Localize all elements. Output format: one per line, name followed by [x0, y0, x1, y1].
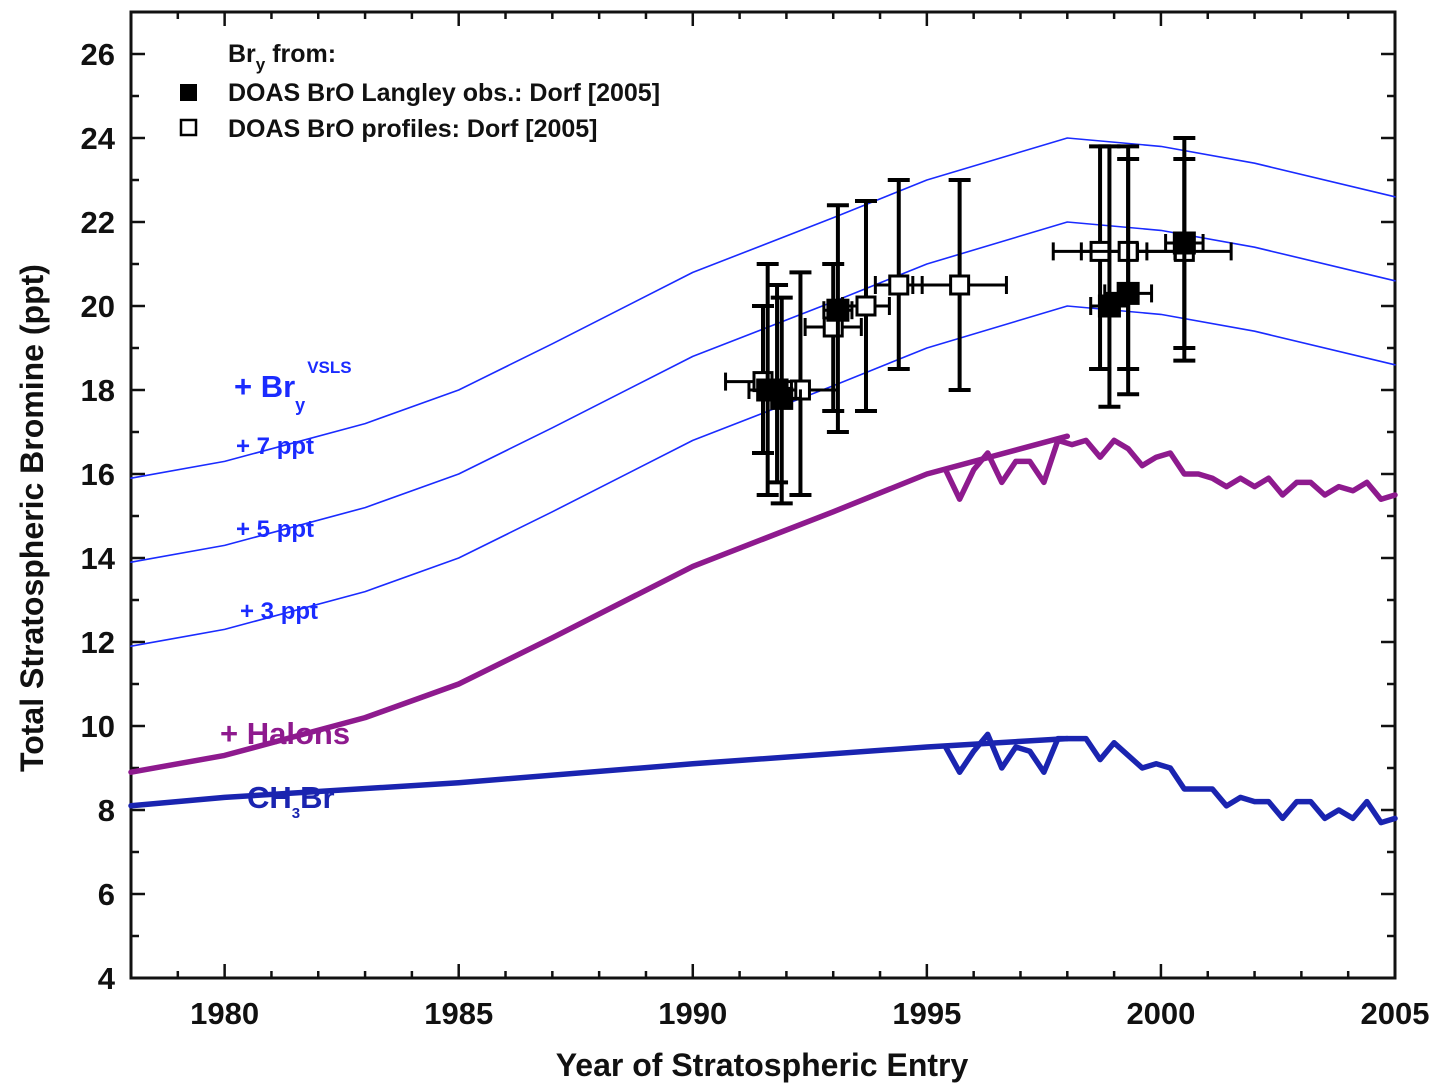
- obs-marker-open: [855, 295, 877, 317]
- obs-point-langley: [761, 295, 802, 506]
- obs-point-profile: [911, 178, 1008, 392]
- obs-marker-filled: [826, 298, 850, 322]
- obs-marker-open: [949, 274, 971, 296]
- x-tick-label: 2000: [1126, 996, 1195, 1031]
- x-tick-label: 1995: [892, 996, 961, 1031]
- annotation-halons: + Halons: [220, 716, 350, 751]
- legend-filled-square-marker: [180, 84, 197, 101]
- x-tick-label: 1990: [658, 996, 727, 1031]
- series-line-plus7: [130, 137, 1396, 480]
- x-axis-title: Year of Stratospheric Entry: [556, 1047, 969, 1083]
- obs-point-langley: [1164, 136, 1205, 363]
- annotation-plus7: + 7 ppt: [236, 433, 314, 460]
- legend-open-square-marker: [179, 118, 198, 137]
- y-axis-title: Total Stratospheric Bromine (ppt): [14, 264, 50, 772]
- y-tick-label: 20: [81, 289, 115, 324]
- y-tick-label: 24: [81, 121, 116, 156]
- obs-point-profile: [803, 262, 863, 413]
- obs-point-profile: [873, 178, 924, 371]
- y-tick-label: 8: [98, 793, 115, 828]
- legend-label-profiles: DOAS BrO profiles: Dorf [2005]: [228, 115, 598, 143]
- obs-point-langley: [822, 203, 854, 434]
- annotations: + BryVSLS + 7 ppt + 5 ppt + 3 ppt + Halo…: [220, 358, 352, 822]
- x-tick-label: 1980: [190, 996, 259, 1031]
- obs-point-langley: [1103, 144, 1154, 397]
- annotation-plus3: + 3 ppt: [240, 598, 318, 625]
- y-tick-label: 10: [81, 709, 115, 744]
- obs-point-profile: [841, 199, 891, 413]
- y-tick-label: 22: [81, 205, 115, 240]
- x-tick-label: 1985: [424, 996, 493, 1031]
- y-tick-label: 26: [81, 37, 115, 72]
- axes: 1980 1985 1990 1995 2000 2005 4 6 8 10 12 14 16 18 20 2…: [81, 10, 1430, 1031]
- y-tick-label: 14: [81, 541, 116, 576]
- observations: [724, 136, 1233, 506]
- obs-marker-filled: [770, 386, 794, 410]
- obs-marker-filled: [1116, 281, 1140, 305]
- x-tick-label: 2005: [1361, 996, 1430, 1031]
- legend-label-langley: DOAS BrO Langley obs.: Dorf [2005]: [228, 79, 660, 107]
- y-tick-label: 16: [81, 457, 115, 492]
- series-line-ch3br: [128, 735, 1071, 809]
- legend: Bry from: DOAS BrO Langley obs.: Dorf [2…: [179, 40, 660, 143]
- series-line-halons: [942, 437, 1398, 502]
- y-tick-label: 18: [81, 373, 115, 408]
- series-line-halons: [128, 433, 1071, 775]
- legend-title: Bry from:: [228, 40, 336, 74]
- y-tick-label: 6: [98, 877, 115, 912]
- y-tick-label: 12: [81, 625, 115, 660]
- series-line-ch3br: [942, 731, 1398, 826]
- obs-marker-open: [888, 274, 910, 296]
- annotation-bry-vsls: + BryVSLS: [234, 358, 352, 415]
- annotation-ch3br: CH3Br: [247, 780, 335, 822]
- annotation-plus5: + 5 ppt: [236, 516, 314, 543]
- obs-marker-filled: [1172, 231, 1196, 255]
- y-tick-label: 4: [98, 961, 116, 996]
